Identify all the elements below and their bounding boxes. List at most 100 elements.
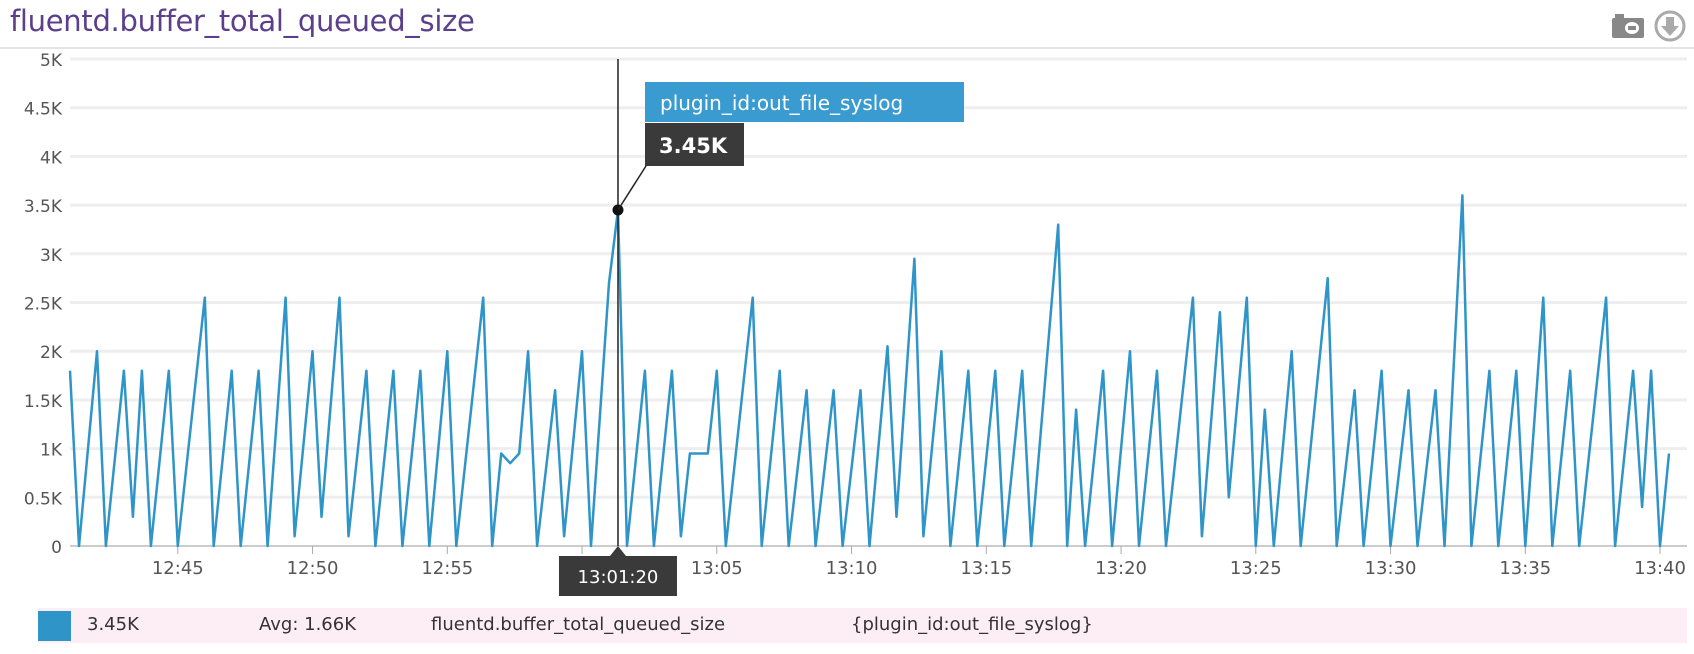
data-point[interactable] [1541, 296, 1545, 300]
data-point[interactable] [1155, 369, 1159, 373]
data-point[interactable] [1604, 296, 1608, 300]
data-point[interactable] [1200, 534, 1204, 538]
data-point[interactable] [1326, 276, 1330, 280]
data-point[interactable] [364, 369, 368, 373]
data-point[interactable] [1469, 544, 1473, 548]
data-point[interactable] [706, 451, 710, 455]
data-point[interactable] [787, 544, 791, 548]
data-point[interactable] [454, 544, 458, 548]
data-point[interactable] [1631, 369, 1635, 373]
data-point[interactable] [1002, 544, 1006, 548]
data-point[interactable] [1442, 544, 1446, 548]
data-point[interactable] [284, 296, 288, 300]
data-point[interactable] [535, 544, 539, 548]
data-point[interactable] [95, 349, 99, 353]
data-point[interactable] [1101, 369, 1105, 373]
data-point[interactable] [1416, 544, 1420, 548]
data-point[interactable] [1191, 296, 1195, 300]
data-point[interactable] [311, 349, 315, 353]
data-point[interactable] [1110, 544, 1114, 548]
data-point[interactable] [1290, 349, 1294, 353]
data-point[interactable] [1487, 369, 1491, 373]
data-point[interactable] [625, 544, 629, 548]
data-point[interactable] [1353, 388, 1357, 392]
data-point[interactable] [1245, 296, 1249, 300]
data-point[interactable] [149, 544, 153, 548]
data-point[interactable] [580, 349, 584, 353]
data-point[interactable] [1299, 544, 1303, 548]
data-point[interactable] [643, 369, 647, 373]
data-point[interactable] [167, 369, 171, 373]
data-point[interactable] [805, 388, 809, 392]
data-point[interactable] [481, 296, 485, 300]
data-point[interactable] [203, 296, 207, 300]
data-point[interactable] [859, 388, 863, 392]
data-point[interactable] [257, 369, 261, 373]
data-point[interactable] [948, 544, 952, 548]
data-point[interactable] [894, 515, 898, 519]
data-point[interactable] [939, 349, 943, 353]
data-point[interactable] [1074, 408, 1078, 412]
data-point[interactable] [131, 515, 135, 519]
data-point[interactable] [1433, 388, 1437, 392]
data-point[interactable] [688, 451, 692, 455]
data-point[interactable] [293, 534, 297, 538]
data-point[interactable] [778, 369, 782, 373]
download-icon[interactable] [1654, 10, 1686, 42]
data-point[interactable] [1254, 544, 1258, 548]
data-point[interactable] [1128, 349, 1132, 353]
data-point[interactable] [508, 461, 512, 465]
data-point[interactable] [346, 534, 350, 538]
data-point[interactable] [1407, 388, 1411, 392]
data-point[interactable] [1335, 544, 1339, 548]
data-point[interactable] [239, 544, 243, 548]
data-point[interactable] [553, 388, 557, 392]
data-point[interactable] [1640, 505, 1644, 509]
data-point[interactable] [391, 369, 395, 373]
data-point[interactable] [1164, 544, 1168, 548]
data-point[interactable] [679, 534, 683, 538]
data-point[interactable] [1218, 310, 1222, 314]
data-point[interactable] [885, 344, 889, 348]
data-point[interactable] [1137, 544, 1141, 548]
data-point[interactable] [921, 534, 925, 538]
data-point[interactable] [373, 544, 377, 548]
data-point[interactable] [77, 544, 81, 548]
data-point[interactable] [517, 451, 521, 455]
data-point[interactable] [140, 369, 144, 373]
data-point[interactable] [975, 544, 979, 548]
data-point[interactable] [1523, 544, 1527, 548]
data-point[interactable] [562, 534, 566, 538]
data-point[interactable] [499, 451, 503, 455]
data-point[interactable] [607, 281, 611, 285]
data-point[interactable] [104, 544, 108, 548]
data-point[interactable] [751, 296, 755, 300]
data-point[interactable] [427, 544, 431, 548]
data-point[interactable] [912, 257, 916, 261]
data-point[interactable] [418, 369, 422, 373]
data-point[interactable] [589, 544, 593, 548]
data-point[interactable] [266, 544, 270, 548]
data-point[interactable] [1065, 544, 1069, 548]
data-point[interactable] [670, 369, 674, 373]
data-point[interactable] [400, 544, 404, 548]
data-point[interactable] [176, 544, 180, 548]
data-point[interactable] [1389, 544, 1393, 548]
data-point[interactable] [1550, 544, 1554, 548]
data-point[interactable] [338, 296, 342, 300]
data-point[interactable] [724, 544, 728, 548]
data-point[interactable] [1362, 544, 1366, 548]
data-point[interactable] [715, 369, 719, 373]
data-point[interactable] [966, 369, 970, 373]
data-point[interactable] [1496, 544, 1500, 548]
data-point[interactable] [68, 369, 72, 373]
series-line[interactable] [68, 194, 1671, 548]
data-point[interactable] [814, 544, 818, 548]
data-point[interactable] [1568, 369, 1572, 373]
data-point[interactable] [1649, 369, 1653, 373]
data-point[interactable] [652, 544, 656, 548]
data-point[interactable] [1577, 544, 1581, 548]
data-point[interactable] [1083, 544, 1087, 548]
data-point[interactable] [1029, 544, 1033, 548]
